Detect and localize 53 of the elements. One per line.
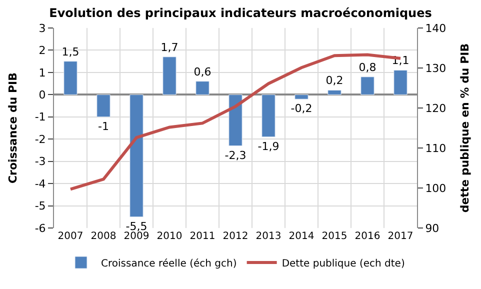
x-tick-label: 2010	[156, 231, 182, 242]
legend-label: Croissance réelle (éch gch)	[101, 258, 237, 270]
legend-label: Dette publique (ech dte)	[282, 258, 405, 270]
x-tick-label: 2008	[90, 231, 116, 242]
y2-tick-label: 140	[425, 22, 446, 35]
x-tick-label: 2015	[322, 231, 348, 242]
data-label: 1,5	[62, 45, 80, 58]
y-tick-label: -3	[34, 155, 46, 168]
x-tick-label: 2016	[354, 231, 380, 242]
data-label: 0,8	[358, 60, 376, 74]
x-tick-label: 2017	[388, 231, 414, 242]
y-tick-label: 2	[38, 44, 46, 58]
data-label: -5,5	[126, 220, 148, 233]
x-tick-label: 2011	[190, 231, 216, 242]
bar	[360, 76, 374, 95]
y2-tick-label: 90	[425, 222, 440, 235]
chart-title: Evolution des principaux indicateurs macroéconomiques	[49, 6, 432, 20]
data-label: -1	[98, 120, 109, 133]
bar	[294, 94, 308, 100]
y-tick-label: 1	[38, 66, 46, 80]
data-label: 0,6	[194, 65, 212, 78]
bar	[64, 61, 78, 95]
y2-axis-title: dette publique en % du PIB	[458, 43, 472, 213]
x-tick-label: 2013	[256, 231, 282, 242]
y2-tick-label: 100	[425, 182, 446, 195]
bar	[394, 70, 408, 95]
y-tick-label: 3	[38, 22, 46, 35]
bar	[162, 56, 176, 95]
data-label: -0,2	[290, 102, 312, 116]
data-label: -1,9	[258, 140, 280, 153]
bar	[328, 90, 342, 95]
y-tick-label: -2	[34, 132, 46, 146]
x-tick-label: 2014	[288, 231, 314, 242]
data-label: 0,2	[326, 74, 344, 88]
y2-tick-label: 120	[425, 102, 446, 115]
x-tick-label: 2012	[222, 231, 248, 242]
x-tick-label: 2007	[58, 231, 84, 242]
y-tick-label: -1	[34, 110, 46, 124]
bar	[262, 94, 276, 138]
data-label: -2,3	[224, 148, 246, 162]
bar	[228, 94, 242, 146]
y2-tick-label: 110	[425, 142, 446, 155]
y-tick-label: -6	[34, 222, 46, 235]
y2-tick-label: 130	[425, 62, 446, 75]
y-tick-label: -4	[34, 177, 46, 190]
y-tick-label: 0	[38, 88, 46, 102]
bar	[196, 81, 210, 95]
x-tick-label: 2009	[124, 231, 150, 242]
data-label: 1,7	[160, 40, 178, 54]
bar	[96, 94, 110, 118]
bar	[130, 94, 144, 218]
y-tick-label: -5	[34, 200, 46, 213]
y-axis-title: Croissance du PIB	[6, 72, 20, 184]
